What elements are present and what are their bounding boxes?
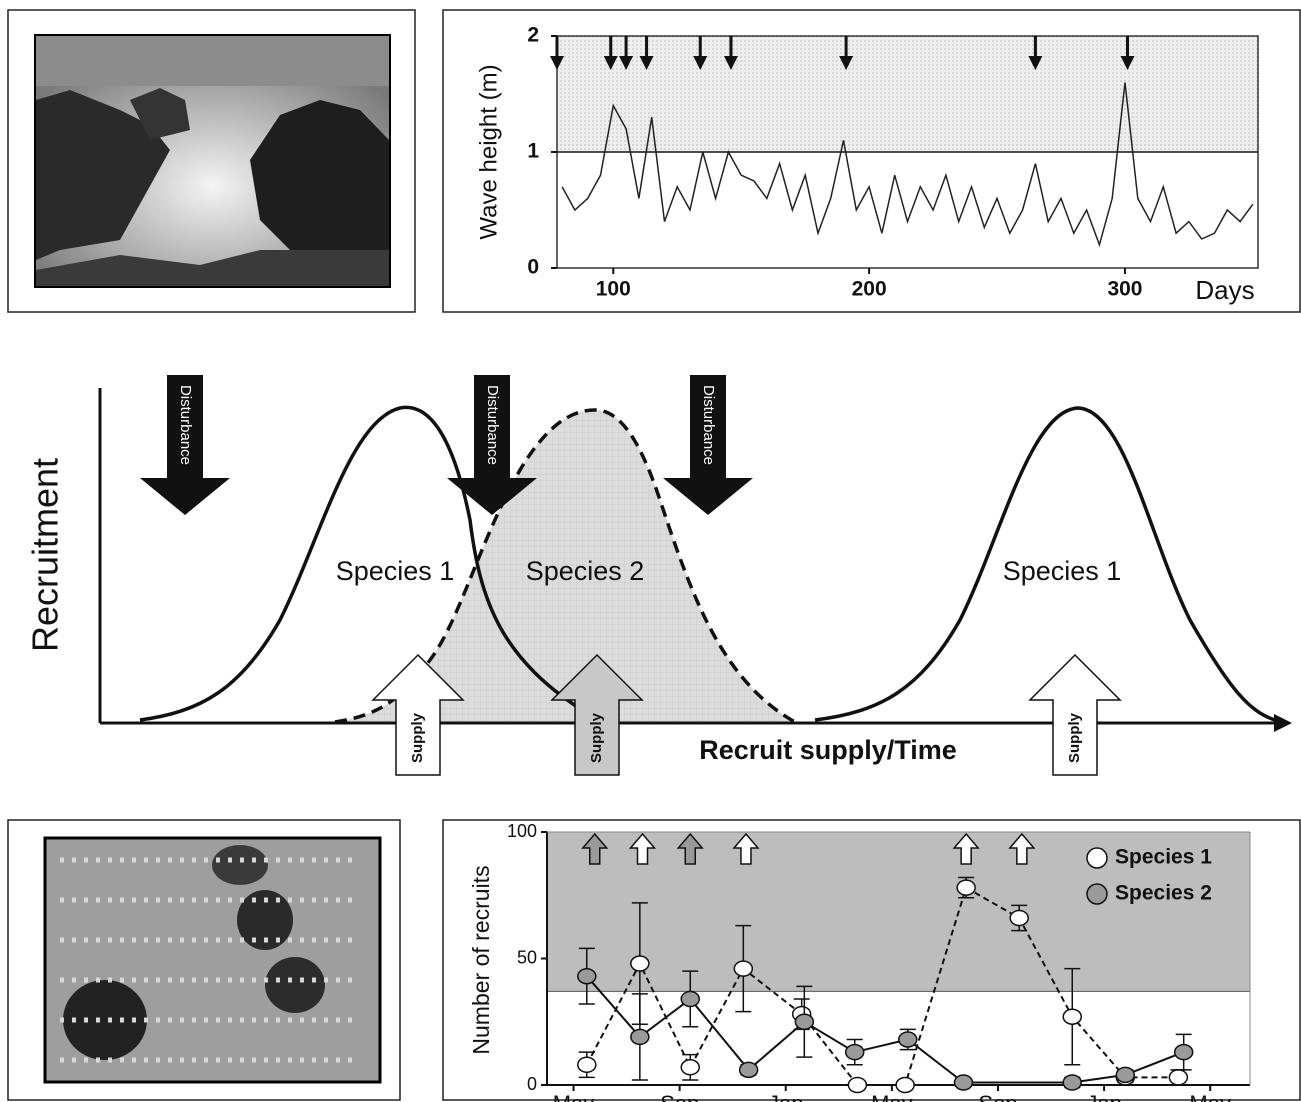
x-tick-label: 200 — [852, 278, 887, 301]
y-tick-label: 2 — [527, 24, 539, 47]
x-tick-label: May — [553, 1091, 595, 1102]
data-point — [794, 1013, 815, 1030]
supply-label: Supply — [588, 712, 605, 763]
legend-label: Species 1 — [1115, 846, 1212, 869]
disturbance-arrow: Disturbance — [447, 375, 537, 515]
legend-label: Species 2 — [1115, 882, 1212, 905]
arrow-head — [619, 56, 634, 70]
y-tick-label: 50 — [517, 947, 537, 967]
supply-arrow: Supply — [550, 653, 644, 776]
x-tick-label: May — [871, 1091, 913, 1102]
data-point — [895, 1076, 915, 1094]
arrow-head — [693, 56, 708, 70]
x-axis-label: Recruit supply/Time — [699, 735, 957, 765]
y-tick-label: 1 — [527, 140, 539, 163]
x-axis-label: Days — [1195, 275, 1254, 305]
data-point — [1168, 1069, 1189, 1086]
data-point — [1173, 1043, 1194, 1061]
recruit-chart: Number of recruits 0 50 100 May Sep Jan May Sep… — [442, 819, 1301, 1102]
data-point — [577, 1056, 597, 1074]
legend-marker — [1086, 847, 1108, 869]
data-point — [1115, 1066, 1136, 1084]
supply-arrow: Supply — [371, 653, 465, 776]
y-tick-label: 0 — [527, 256, 539, 279]
arrow-head — [550, 56, 564, 70]
supply-arrow: Supply — [1028, 653, 1122, 776]
data-point — [577, 967, 597, 985]
disturbance-arrow — [603, 36, 618, 70]
arrow-head — [603, 56, 618, 70]
data-point — [680, 990, 701, 1008]
x-tick-label: Jan — [768, 1091, 803, 1102]
disturbance-arrow: Disturbance — [140, 375, 230, 515]
disturbance-arrow: Disturbance — [663, 375, 753, 515]
x-tick-label: 300 — [1107, 278, 1142, 301]
disturbance-arrow — [619, 36, 634, 70]
y-axis-label: Recruitment — [25, 458, 66, 652]
disturbance-arrow — [723, 36, 738, 70]
arrow-head — [723, 56, 738, 70]
x-tick-label: Sep — [660, 1091, 699, 1102]
disturbance-arrow — [693, 36, 708, 70]
disturbance-arrow — [550, 36, 564, 70]
concept-diagram: Recruitment Recruit supply/Time Disturba… — [25, 375, 1292, 776]
data-point — [733, 960, 754, 977]
photo-waves — [7, 9, 416, 313]
supply-arrow — [1008, 832, 1036, 865]
wave-line — [561, 82, 1254, 248]
data-point — [953, 1074, 974, 1091]
disturbance-label: Disturbance — [484, 385, 501, 465]
disturbance-label: Disturbance — [177, 385, 194, 465]
x-tick-label: Sep — [978, 1091, 1017, 1102]
disturbance-arrow — [839, 36, 854, 70]
disturbance-arrow — [1120, 36, 1135, 70]
supply-arrow — [952, 832, 980, 865]
threshold-band — [547, 832, 1250, 992]
supply-label: Supply — [1066, 712, 1083, 763]
threshold-band — [557, 36, 1258, 152]
x-tick-label: May — [1189, 1091, 1231, 1102]
y-axis-label: Wave height (m) — [475, 64, 502, 239]
arrow-head — [639, 56, 654, 70]
disturbance-label: Disturbance — [700, 385, 717, 465]
supply-arrow — [732, 832, 760, 865]
data-point — [847, 1076, 868, 1094]
series-line — [585, 886, 1179, 1086]
species-label: Species 1 — [1003, 556, 1122, 586]
data-point — [630, 955, 650, 972]
supply-arrow — [628, 832, 657, 865]
supply-arrow — [581, 832, 609, 865]
data-point — [1009, 909, 1029, 927]
data-point — [1062, 1074, 1083, 1091]
disturbance-arrow — [1028, 36, 1043, 70]
disturbance-arrow — [639, 36, 654, 70]
data-point — [630, 1028, 650, 1046]
x-tick-label: Jan — [1086, 1091, 1121, 1102]
supply-label: Supply — [409, 712, 426, 763]
x-tick-label: 100 — [596, 278, 631, 301]
y-axis-label: Number of recruits — [468, 865, 494, 1054]
supply-arrow — [676, 832, 704, 865]
data-point — [1062, 1008, 1083, 1025]
y-tick-label: 0 — [527, 1074, 537, 1094]
data-point — [844, 1043, 865, 1061]
species-label: Species 2 — [526, 556, 645, 586]
arrow-head — [1120, 56, 1135, 70]
data-point — [956, 879, 976, 896]
wave-chart: Wave height (m) Days 0 1 2 100 200 300 — [442, 9, 1301, 313]
legend-marker — [1086, 883, 1108, 905]
data-point — [680, 1059, 701, 1076]
arrow-head — [839, 56, 854, 70]
arrow-head — [1028, 56, 1043, 70]
species-label: Species 1 — [336, 556, 455, 586]
data-point — [898, 1031, 918, 1048]
photo-plate — [7, 819, 401, 1101]
data-point — [738, 1061, 759, 1079]
y-tick-label: 100 — [507, 821, 537, 841]
